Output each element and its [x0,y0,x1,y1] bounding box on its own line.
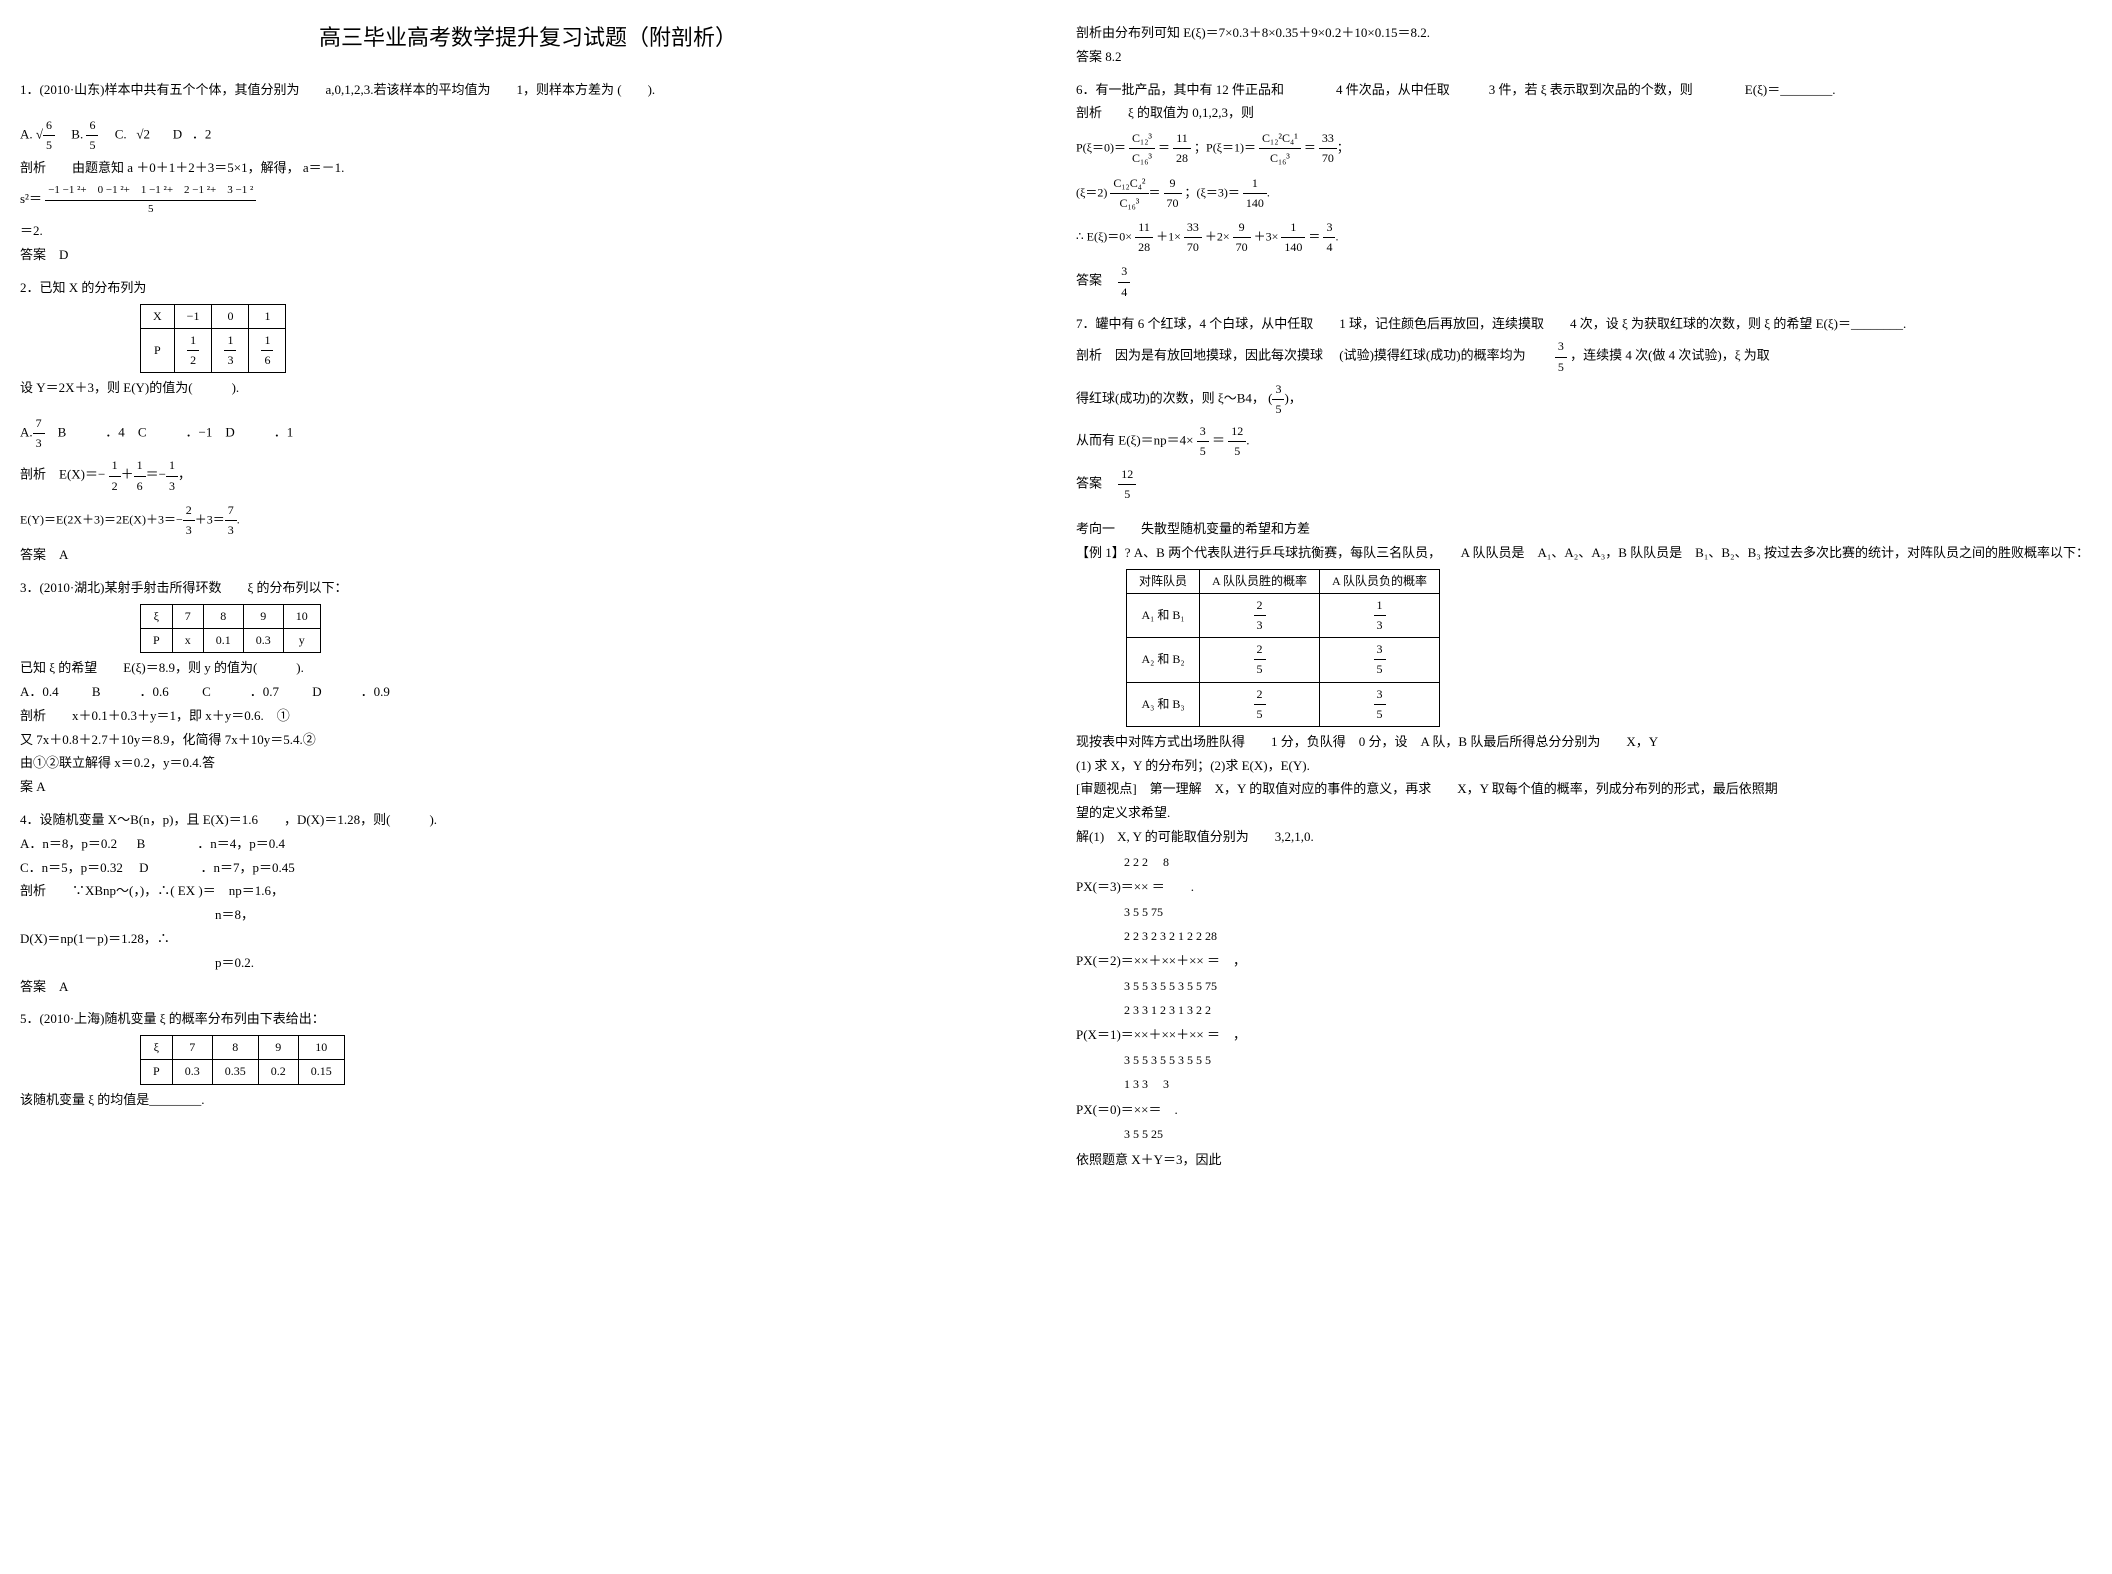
q1-stem: 1．(2010·山东)样本中共有五个个体，其值分别为 a,0,1,2,3.若该样… [20,80,1036,101]
q1-analysis: 剖析 由题意知 a ＋0＋1＋2＋3＝5×1，解得， a＝－1. [20,158,1036,179]
page-title: 高三毕业高考数学提升复习试题（附剖析） [20,20,1036,55]
section-1: 考向一 失散型随机变量的希望和方差 【例 1】? A、B 两个代表队进行乒乓球抗… [1076,519,2092,1170]
q4-a2: n＝8， [20,905,1036,926]
q2-stem: 2．已知 X 的分布列为 [20,278,1036,299]
section-sol1: 解(1) X, Y 的可能取值分别为 3,2,1,0. [1076,827,2092,848]
question-5: 5．(2010·上海)随机变量 ξ 的概率分布列由下表给出： ξ78910 P0… [20,1009,1036,1110]
question-7: 7．罐中有 6 个红球，4 个白球，从中任取 1 球，记住颜色后再放回，连续摸取… [1076,314,2092,504]
q1-optC: C. [115,127,127,142]
section-sub3: [审题视点] 第一理解 X，Y 的取值对应的事件的意义，再求 X，Y 取每个值的… [1076,779,2092,800]
q2-analysis: 剖析 E(X)＝− [20,467,105,482]
q7-stem: 7．罐中有 6 个红球，4 个白球，从中任取 1 球，记住颜色后再放回，连续摸取… [1076,314,2092,335]
q2-table: X−101 P 12 13 16 [140,304,286,374]
q2-optB: B ．4 [58,425,125,440]
q4-a3: D(X)＝np(1－p)＝1.28，∴ [20,929,1036,950]
px2-den: 3 5 5 3 5 5 3 5 5 75 [1076,977,2092,996]
section-sub2: (1) 求 X，Y 的分布列；(2)求 E(X)，E(Y). [1076,756,2092,777]
px0-line: 1 3 3 3 [1076,1075,2092,1094]
q2-ey: E(Y)＝E(2X＋3)＝2E(X)＋3＝− [20,512,183,526]
q3-stem: 3．(2010·湖北)某射手射击所得环数 ξ 的分布列以下： [20,578,1036,599]
question-4: 4．设随机变量 X～B(n，p)，且 E(X)＝1.6 ，D(X)＝1.28，则… [20,810,1036,997]
q1-optD: D [173,127,182,142]
right-column: 剖析由分布列可知 E(ξ)＝7×0.3＋8×0.35＋9×0.2＋10×0.15… [1076,20,2092,1182]
q4-optB: B ．n＝4，p＝0.4 [137,836,285,851]
q2-optD: D ．1 [225,425,293,440]
q6-e: ∴ E(ξ)＝0× [1076,229,1132,243]
q3-a4: 案 A [20,777,1036,798]
q6-p2: (ξ＝2) [1076,185,1107,199]
question-2: 2．已知 X 的分布列为 X−101 P 12 13 16 设 Y＝2X＋3，则… [20,278,1036,566]
section-px1: P(X＝1)＝××＋××＋×× ＝ ， [1076,1025,2092,1046]
section-sub4: 望的定义求希望. [1076,803,2092,824]
section-title: 考向一 失散型随机变量的希望和方差 [1076,519,2092,540]
q4-optD: D ．n＝7，p＝0.45 [139,860,295,875]
q4-a4: p＝0.2. [20,953,1036,974]
q7-a3: 从而有 E(ξ)＝np＝4× [1076,433,1193,448]
section-px2: PX(＝2)＝××＋××＋×× ＝ ， [1076,951,2092,972]
q4-optA: A．n＝8，p＝0.2 [20,836,117,851]
q3-a1: 剖析 x＋0.1＋0.3＋y＝1，即 x＋y＝0.6. ① [20,706,1036,727]
q1-optB: B. [71,127,83,142]
q4-stem: 4．设随机变量 X～B(n，p)，且 E(X)＝1.6 ，D(X)＝1.28，则… [20,810,1036,831]
q5ans-answer: 答案 8.2 [1076,47,2092,68]
q5-stem: 5．(2010·上海)随机变量 ξ 的概率分布列由下表给出： [20,1009,1036,1030]
px2-line: 2 2 3 2 3 2 1 2 2 28 [1076,927,2092,946]
section-ex: 【例 1】? A、B 两个代表队进行乒乓球抗衡赛，每队三名队员， A 队队员是 … [1076,543,2092,564]
q2-sub: 设 Y＝2X＋3，则 E(Y)的值为( ). [20,378,1036,399]
section-end: 依照题意 X＋Y＝3，因此 [1076,1150,2092,1171]
q3-sub: 已知 ξ 的希望 E(ξ)＝8.9，则 y 的值为( ). [20,658,1036,679]
q3-optC: C ．0.7 [202,684,279,699]
q1-s2-result: ＝2. [20,221,1036,242]
q3-optB: B ．0.6 [92,684,169,699]
q4-optC: C．n＝5，p＝0.32 [20,860,123,875]
question-1: 1．(2010·山东)样本中共有五个个体，其值分别为 a,0,1,2,3.若该样… [20,80,1036,266]
q2-answer: 答案 A [20,545,1036,566]
px3-den: 3 5 5 75 [1076,903,2092,922]
px1-line: 2 3 3 1 2 3 1 3 2 2 [1076,1001,2092,1020]
q2-optA: A. [20,425,33,440]
q5-sub: 该随机变量 ξ 的均值是________. [20,1090,1036,1111]
q3-table: ξ78910 Px0.10.3y [140,604,321,653]
q5-continued: 剖析由分布列可知 E(ξ)＝7×0.3＋8×0.35＋9×0.2＋10×0.15… [1076,23,2092,68]
q7-answer: 答案 [1076,475,1115,490]
q7-a2: 得红球(成功)的次数，则 ξ～B4， [1076,391,1265,406]
section-table: 对阵队员A 队队员胜的概率A 队队员负的概率 A₁ 和 B₁ 23 13 A₂ … [1126,569,1440,727]
q5-table: ξ78910 P0.30.350.20.15 [140,1035,345,1084]
q7-a1: 剖析 因为是有放回地摸球，因此每次摸球 (试验)摸得红球(成功)的概率均为 [1076,348,1552,363]
q3-optD: D ．0.9 [312,684,390,699]
q4-a1: 剖析 ∵XBnp～(，)，∴( EX )＝ np＝1.6， [20,881,1036,902]
px0-den: 3 5 5 25 [1076,1125,2092,1144]
q2-optC: C ．−1 [138,425,213,440]
left-column: 高三毕业高考数学提升复习试题（附剖析） 1．(2010·山东)样本中共有五个个体… [20,20,1036,1182]
section-px3: PX(＝3)＝×× ＝ . [1076,877,2092,898]
px3-line: 2 2 2 8 [1076,853,2092,872]
section-px0: PX(＝0)＝××＝ . [1076,1100,2092,1121]
px1-den: 3 5 5 3 5 5 3 5 5 5 [1076,1051,2092,1070]
section-sub1: 现按表中对阵方式出场胜队得 1 分，负队得 0 分，设 A 队，B 队最后所得总… [1076,732,2092,753]
q6-answer: 答案 [1076,273,1115,288]
q1-answer: 答案 D [20,245,1036,266]
q6-a1: 剖析 ξ 的取值为 0,1,2,3，则 [1076,103,2092,124]
q1-optA: A. [20,127,33,142]
q5ans-a1: 剖析由分布列可知 E(ξ)＝7×0.3＋8×0.35＋9×0.2＋10×0.15… [1076,23,2092,44]
q4-answer: 答案 A [20,977,1036,998]
q6-stem: 6．有一批产品，其中有 12 件正品和 4 件次品，从中任取 3 件，若 ξ 表… [1076,80,2092,101]
question-6: 6．有一批产品，其中有 12 件正品和 4 件次品，从中任取 3 件，若 ξ 表… [1076,80,2092,302]
q1-s2: s²＝ [20,191,42,206]
q3-optA: A．0.4 [20,684,59,699]
q3-a2: 又 7x＋0.8＋2.7＋10y＝8.9，化简得 7x＋10y＝5.4.② [20,730,1036,751]
q6-p0: P(ξ＝0)＝ [1076,141,1126,155]
q3-a3: 由①②联立解得 x＝0.2，y＝0.4.答 [20,753,1036,774]
question-3: 3．(2010·湖北)某射手射击所得环数 ξ 的分布列以下： ξ78910 Px… [20,578,1036,798]
